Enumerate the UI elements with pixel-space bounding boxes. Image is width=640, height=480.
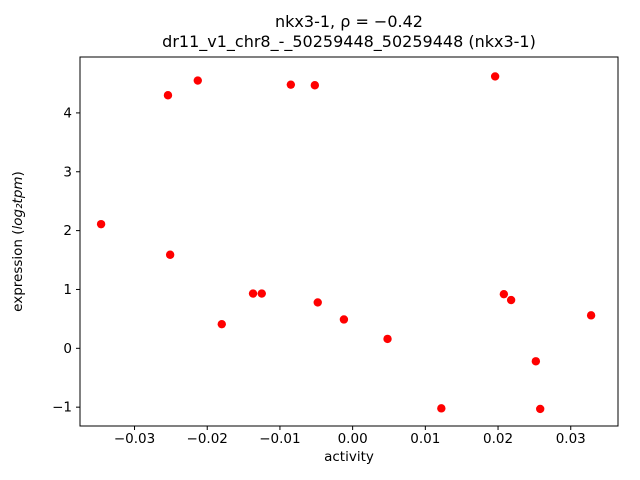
data-point <box>437 404 446 413</box>
x-axis-label: activity <box>324 449 374 465</box>
data-point <box>286 80 296 89</box>
y-tick-label: −1 <box>52 400 72 416</box>
data-point <box>257 289 266 298</box>
data-point <box>310 81 320 90</box>
chart-title: nkx3-1, ρ = −0.42 <box>275 12 423 31</box>
x-tick-label: −0.03 <box>114 431 155 447</box>
data-point <box>490 72 500 81</box>
data-point <box>531 357 541 366</box>
data-point <box>536 404 545 414</box>
data-point <box>165 250 175 259</box>
data-point <box>586 311 596 320</box>
data-point <box>163 91 173 100</box>
chart-subtitle: dr11_v1_chr8_-_50259448_50259448 (nkx3-1… <box>162 32 536 51</box>
data-point <box>339 315 349 324</box>
y-axis-label-suffix: ) <box>10 171 26 176</box>
x-tick-label: 0.00 <box>338 431 368 447</box>
x-tick-label: 0.01 <box>410 431 440 447</box>
y-tick-label: 1 <box>63 282 72 298</box>
y-tick-label: 4 <box>63 105 72 121</box>
y-axis-label: expression (log₂tpm) <box>10 171 26 312</box>
y-tick-label: 2 <box>63 223 72 239</box>
data-point <box>96 219 106 229</box>
data-point <box>383 334 392 344</box>
data-point <box>217 319 226 329</box>
data-point <box>499 289 509 299</box>
data-point <box>506 295 516 305</box>
x-tick-label: −0.01 <box>259 431 300 447</box>
x-tick-label: −0.02 <box>187 431 228 447</box>
x-tick-label: 0.03 <box>556 431 586 447</box>
y-tick-label: 0 <box>63 341 72 357</box>
axes-spines <box>79 56 619 427</box>
data-point <box>193 76 202 85</box>
y-axis-label-prefix: expression ( <box>10 229 26 311</box>
x-tick-label: 0.02 <box>483 431 513 447</box>
y-axis-label-math: log₂tpm <box>10 176 26 229</box>
data-point <box>248 289 258 298</box>
data-point <box>313 298 322 307</box>
y-tick-label: 3 <box>63 164 72 180</box>
